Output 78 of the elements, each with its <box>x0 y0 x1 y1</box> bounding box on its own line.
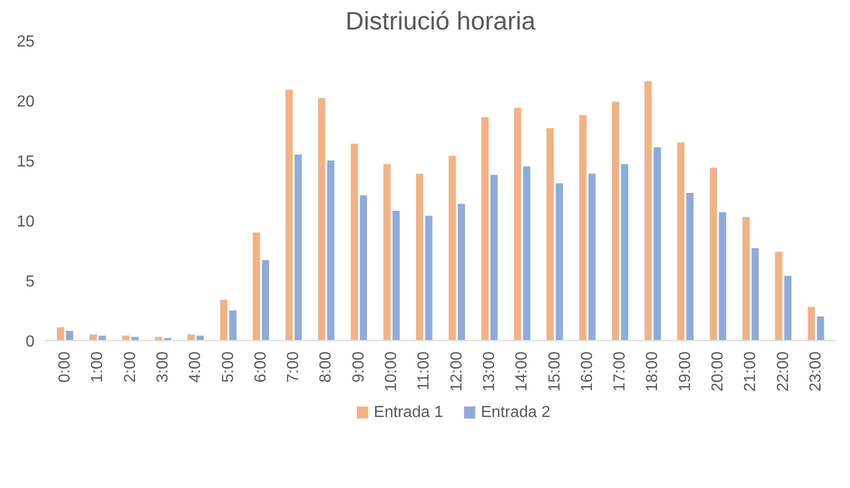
bar <box>416 174 424 340</box>
bar <box>318 98 326 340</box>
x-tick-label: 16:00 <box>578 351 596 392</box>
y-tick-label: 25 <box>16 34 35 50</box>
bar <box>677 142 684 340</box>
x-tick-label: 7:00 <box>285 351 302 383</box>
bar <box>481 117 488 340</box>
bar <box>644 81 652 340</box>
bar <box>458 204 465 340</box>
bar <box>56 327 64 340</box>
bar <box>66 330 74 340</box>
bar <box>742 216 750 340</box>
bar <box>220 300 228 340</box>
chart-title: Distriució horaria <box>345 8 536 36</box>
x-tick-label: 11:00 <box>416 351 433 390</box>
bar <box>686 192 694 340</box>
bar <box>252 232 260 340</box>
bar <box>816 316 824 340</box>
bar <box>710 168 717 340</box>
bar <box>775 252 782 340</box>
bar <box>556 183 563 340</box>
x-tick-label: 17:00 <box>612 351 629 392</box>
bar <box>514 108 522 340</box>
bar <box>621 164 628 340</box>
bar <box>654 147 661 340</box>
x-tick-label: 22:00 <box>774 351 792 392</box>
bar <box>327 160 334 340</box>
bar <box>490 174 498 340</box>
bar <box>718 212 726 340</box>
y-tick-label: 15 <box>16 154 35 170</box>
legend-label: Entrada 1 <box>374 404 444 421</box>
x-tick-label: 6:00 <box>252 351 270 383</box>
x-tick-label: 19:00 <box>676 351 694 392</box>
x-tick-label: 14:00 <box>514 351 531 392</box>
x-tick-label: 0:00 <box>56 351 74 383</box>
bar <box>350 144 358 340</box>
bar <box>588 174 596 340</box>
x-tick-label: 3:00 <box>154 351 172 383</box>
bar <box>784 276 792 340</box>
bar <box>229 310 236 340</box>
x-tick-label: 1:00 <box>89 351 106 383</box>
x-tick-label: 23:00 <box>807 351 824 392</box>
bar <box>262 260 270 340</box>
x-tick-label: 10:00 <box>383 351 400 392</box>
bar <box>90 334 97 340</box>
bar <box>360 195 368 340</box>
bar <box>383 164 391 340</box>
bar <box>285 90 293 340</box>
x-tick-label: 18:00 <box>644 351 662 392</box>
y-tick-label: 20 <box>16 94 35 110</box>
x-tick-label: 13:00 <box>480 351 498 392</box>
x-tick-label: 4:00 <box>187 351 204 383</box>
x-tick-label: 5:00 <box>220 351 237 383</box>
bar <box>612 102 620 340</box>
x-tick-label: 12:00 <box>448 351 466 392</box>
x-tick-label: 2:00 <box>122 351 139 383</box>
bar <box>579 114 586 340</box>
x-tick-label: 8:00 <box>318 351 335 383</box>
x-tick-label: 15:00 <box>546 351 564 392</box>
bar <box>294 154 302 340</box>
bar <box>523 166 530 340</box>
bar <box>392 210 400 340</box>
bar <box>448 156 456 340</box>
bar <box>98 336 106 340</box>
bar <box>752 248 759 340</box>
bar <box>196 336 204 340</box>
y-tick-label: 0 <box>26 334 35 350</box>
bar <box>188 334 195 340</box>
x-tick-label: 21:00 <box>742 351 760 392</box>
x-tick-label: 20:00 <box>709 351 726 392</box>
y-tick-label: 10 <box>16 214 35 230</box>
bar <box>546 128 554 340</box>
x-tick-label: 9:00 <box>350 351 368 383</box>
bar <box>808 306 815 340</box>
legend-label: Entrada 2 <box>480 404 550 421</box>
y-tick-label: 5 <box>26 274 35 290</box>
bar <box>122 336 130 340</box>
bar <box>425 216 432 340</box>
